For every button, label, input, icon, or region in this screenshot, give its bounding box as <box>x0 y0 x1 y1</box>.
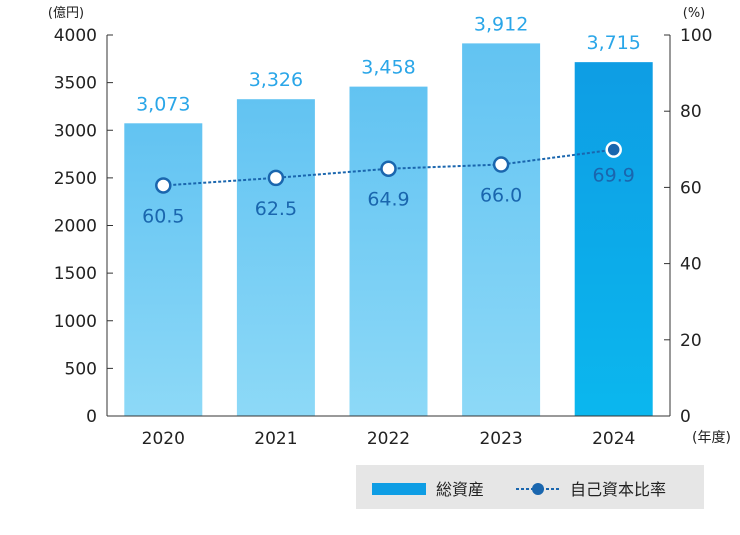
left-tick-label-1500: 1500 <box>54 264 97 284</box>
bar-value-label-2020: 3,073 <box>136 93 190 115</box>
left-tick-label-500: 500 <box>65 359 97 379</box>
x-tick-label-2021: 2021 <box>254 429 297 449</box>
bars-group: 3,073 3,326 3,458 3,912 3,715 <box>124 13 653 417</box>
left-tick-label-3000: 3000 <box>54 121 97 141</box>
left-tick-label-2500: 2500 <box>54 169 97 189</box>
left-tick-label-3500: 3500 <box>54 74 97 94</box>
bar-value-label-2022: 3,458 <box>361 57 415 79</box>
right-tick-label-60: 60 <box>680 178 702 198</box>
ratio-value-label-2021: 62.5 <box>255 198 297 220</box>
legend-item-total-assets: 総資産 <box>436 480 484 499</box>
x-tick-label-2023: 2023 <box>479 429 522 449</box>
bar-value-label-2023: 3,912 <box>474 13 528 35</box>
axes-group: 0 500 1000 1500 2000 2500 3000 3500 4000 0 20 40 60 8… <box>54 26 713 449</box>
ratio-value-label-2020: 60.5 <box>142 205 184 227</box>
bar-2024 <box>574 62 653 417</box>
x-tick-label-2022: 2022 <box>367 429 410 449</box>
legend-dot-swatch <box>532 483 544 495</box>
x-axis-unit: (年度) <box>692 430 731 446</box>
ratio-point-2021 <box>267 169 285 187</box>
right-tick-label-20: 20 <box>680 331 702 351</box>
ratio-value-label-2024: 69.9 <box>593 165 635 187</box>
left-tick-label-1000: 1000 <box>54 312 97 332</box>
bar-value-label-2024: 3,715 <box>586 32 640 54</box>
legend: 総資産 自己資本比率 <box>356 465 704 509</box>
left-tick-label-4000: 4000 <box>54 26 97 46</box>
bar-value-label-2021: 3,326 <box>249 69 303 91</box>
legend-bar-swatch <box>372 483 426 495</box>
x-tick-label-2024: 2024 <box>592 429 635 449</box>
x-tick-label-2020: 2020 <box>142 429 185 449</box>
right-tick-label-80: 80 <box>680 102 702 122</box>
legend-item-equity-ratio: 自己資本比率 <box>570 480 666 499</box>
bar-2023 <box>462 43 541 417</box>
left-tick-label-2000: 2000 <box>54 217 97 237</box>
bar-2021 <box>236 99 315 417</box>
left-tick-label-0: 0 <box>86 407 97 427</box>
right-tick-label-40: 40 <box>680 255 702 275</box>
bar-2022 <box>349 86 428 417</box>
left-axis-unit: (億円) <box>48 5 84 21</box>
ratio-point-2024 <box>605 141 622 158</box>
right-axis-unit: (%) <box>683 6 706 21</box>
ratio-point-2022 <box>380 160 397 177</box>
bar-2020 <box>124 123 203 416</box>
right-tick-label-100: 100 <box>680 26 712 46</box>
right-tick-label-0: 0 <box>680 407 691 427</box>
ratio-line-group: 60.5 62.5 64.9 66.0 69.9 <box>142 141 635 227</box>
ratio-point-2020 <box>155 177 172 194</box>
ratio-value-label-2023: 66.0 <box>480 185 522 207</box>
ratio-value-label-2022: 64.9 <box>367 189 409 211</box>
ratio-point-2023 <box>492 156 510 173</box>
